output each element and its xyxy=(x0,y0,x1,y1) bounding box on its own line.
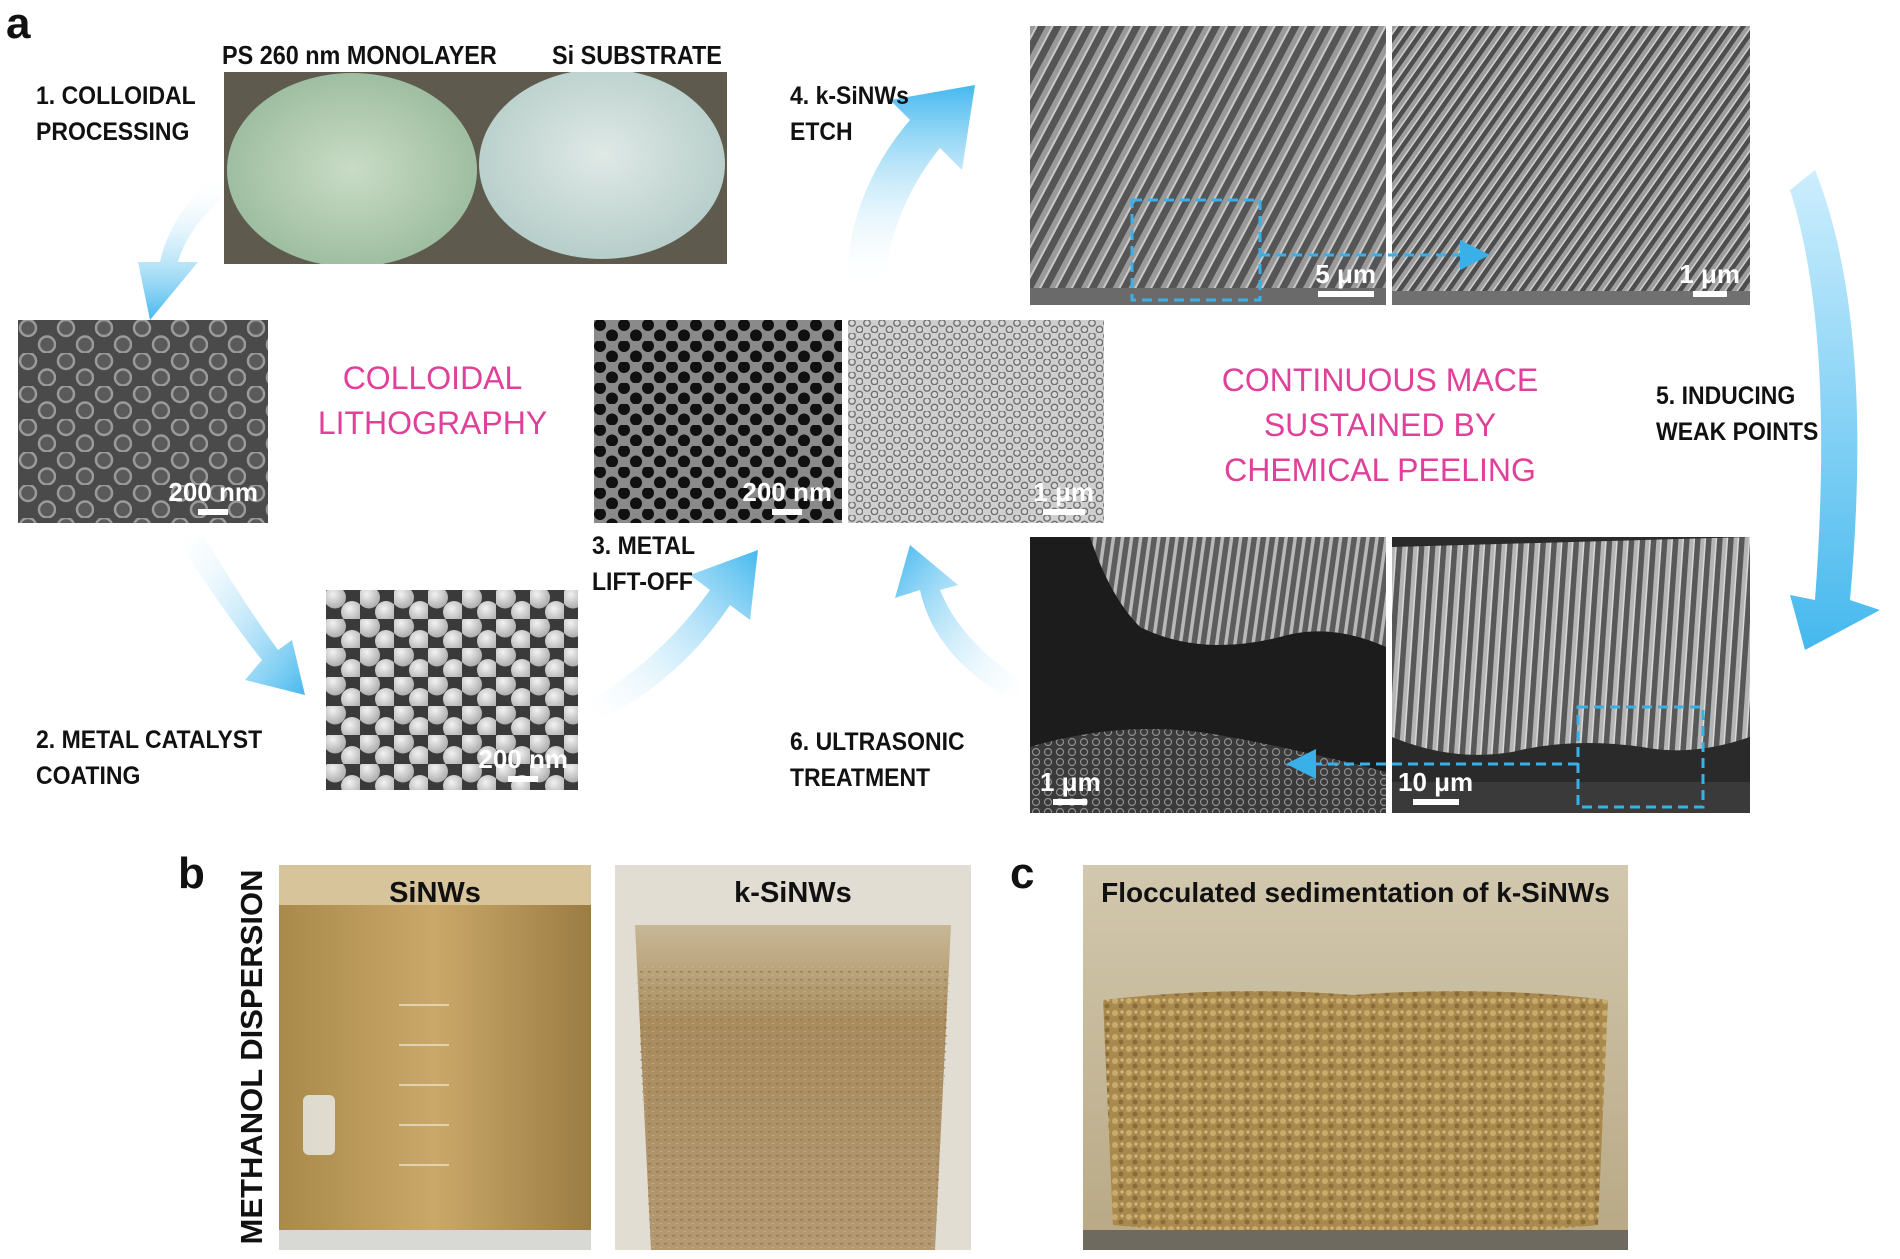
panel-letter-c: c xyxy=(1010,849,1035,898)
continuous-mace-title: CONTINUOUS MACE SUSTAINED BY CHEMICAL PE… xyxy=(1221,362,1539,488)
methanol-dispersion-label-wrap: METHANOL DISPERSION xyxy=(232,865,272,1250)
step-6-label: 6. ULTRASONIC TREATMENT xyxy=(790,728,965,793)
sem-ultrasonic-wide: 10 μm xyxy=(1392,537,1750,813)
photo-ksinws-beaker: k-SiNWs xyxy=(615,865,971,1250)
step-3-label: 3. METAL LIFT-OFF xyxy=(592,532,696,597)
photo-label-flocculated: Flocculated sedimentation of k-SiNWs xyxy=(1101,877,1610,908)
sem-liftoff-wide: 1 μm xyxy=(848,320,1104,523)
scale-bar-ps-monolayer: 200 nm xyxy=(168,479,258,515)
sem-ps-monolayer: 200 nm xyxy=(18,320,268,523)
photo-flocculated-sedimentation: Flocculated sedimentation of k-SiNWs xyxy=(1083,865,1628,1250)
photo-sinws-beaker: SiNWs xyxy=(279,865,591,1250)
arrow-monolayer-to-coating xyxy=(180,530,305,695)
si-substrate-wafer xyxy=(479,72,725,259)
sem-ultrasonic-zoom: 1 μm xyxy=(1030,537,1386,813)
scale-bar-etch-zoom: 1 μm xyxy=(1679,261,1740,297)
arrow-step1-to-monolayer xyxy=(138,175,232,320)
step-5-label: 5. INDUCING WEAK POINTS xyxy=(1656,382,1819,447)
sem-etch-zoom: 1 μm xyxy=(1392,26,1750,305)
scale-bar-liftoff-holes: 200 nm xyxy=(742,479,832,515)
sem-metal-coating: 200 nm xyxy=(326,590,578,790)
step-1-label: 1. COLLOIDAL PROCESSING xyxy=(36,82,196,147)
step-4-label: 4. k-SiNWs ETCH xyxy=(790,82,909,147)
step-2-label: 2. METAL CATALYST COATING xyxy=(36,726,263,791)
colloidal-lithography-title: COLLOIDAL LITHOGRAPHY xyxy=(317,360,548,441)
arrow-coating-to-liftoff xyxy=(590,550,758,720)
ultrasonic-zoom-region xyxy=(1576,705,1705,809)
arrow-liftoff-to-etch xyxy=(845,85,975,285)
etch-zoom-region xyxy=(1130,198,1262,302)
methanol-dispersion-label: METHANOL DISPERSION xyxy=(234,869,269,1245)
arrow-etch-to-weakpoints xyxy=(1790,170,1880,650)
sem-etch-wide: 5 μm xyxy=(1030,26,1386,305)
arrow-ultrasonic-to-liftoff xyxy=(895,545,1020,705)
scale-bar-etch-wide: 5 μm xyxy=(1315,261,1376,297)
sem-liftoff-holes: 200 nm xyxy=(594,320,842,523)
scale-bar-ultrasonic-wide: 10 μm xyxy=(1398,769,1473,805)
wafer-label-si-substrate: Si SUBSTRATE xyxy=(552,40,722,70)
panel-letter-b: b xyxy=(178,849,205,898)
scale-bar-liftoff-wide: 1 μm xyxy=(1033,479,1094,515)
wafer-photo xyxy=(224,72,727,264)
photo-label-sinws: SiNWs xyxy=(389,877,481,909)
photo-label-ksinws: k-SiNWs xyxy=(734,877,852,909)
panel-letter-a: a xyxy=(6,0,31,48)
scale-bar-metal-coating: 200 nm xyxy=(478,746,568,782)
wafer-label-ps-monolayer: PS 260 nm MONOLAYER xyxy=(222,40,497,70)
ps-monolayer-wafer xyxy=(227,73,477,264)
scale-bar-ultrasonic-zoom: 1 μm xyxy=(1040,769,1101,805)
